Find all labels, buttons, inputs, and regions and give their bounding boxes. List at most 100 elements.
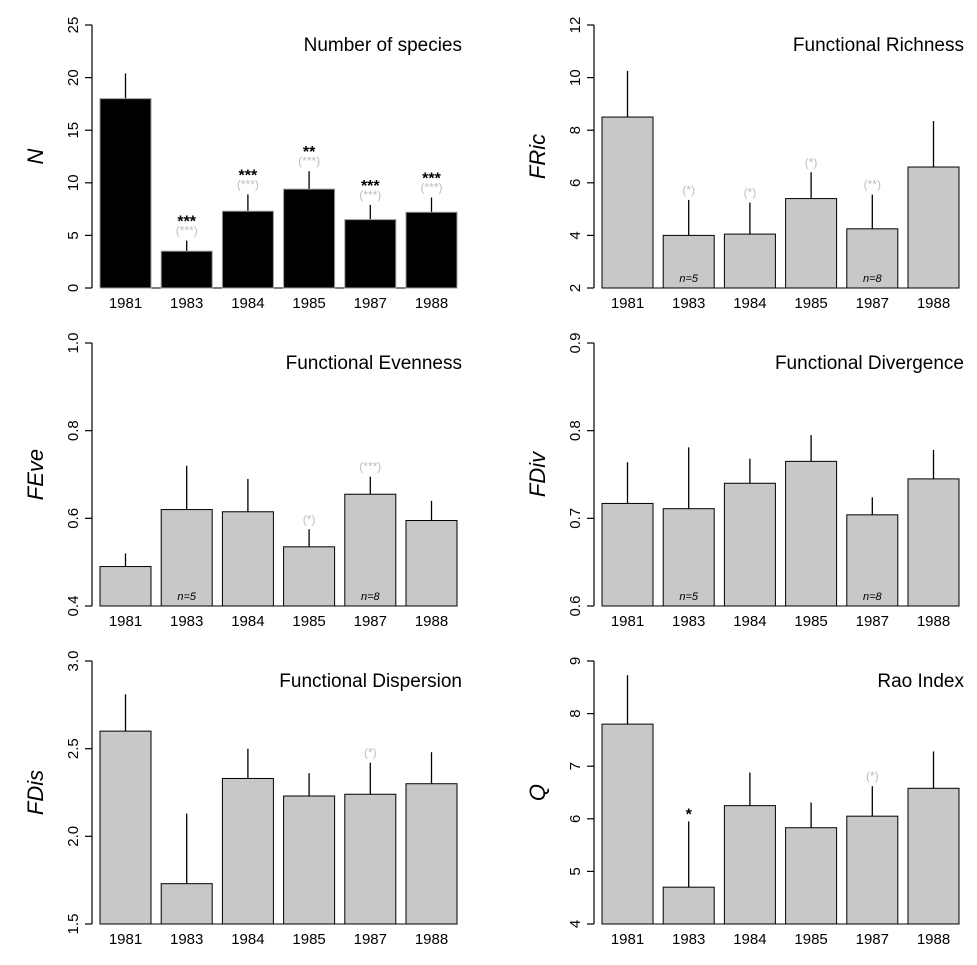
significance-grey: (*): [364, 746, 377, 760]
bar: [283, 546, 336, 607]
y-tick-label: 7: [567, 762, 584, 770]
bar: [785, 198, 838, 289]
y-tick-label: 1.5: [65, 914, 82, 935]
y-tick-label: 20: [65, 69, 82, 86]
x-tick-label: 1985: [794, 931, 827, 948]
y-axis-label: N: [23, 148, 48, 164]
significance-grey: (***): [359, 460, 381, 474]
sample-size-label: n=8: [361, 591, 381, 603]
significance-black: ***: [177, 214, 196, 231]
x-tick-label: 1988: [917, 931, 950, 948]
panel-title: Functional Divergence: [775, 353, 964, 374]
panel-title: Functional Dispersion: [279, 671, 462, 692]
x-tick-label: 1987: [354, 295, 387, 312]
bar: [846, 514, 899, 607]
y-tick-label: 5: [567, 867, 584, 875]
bar: [160, 883, 213, 925]
significance-black: ***: [361, 178, 380, 195]
x-tick-label: 1984: [733, 295, 766, 312]
x-tick-label: 1987: [354, 931, 387, 948]
y-tick-label: 5: [65, 231, 82, 239]
x-tick-label: 1987: [856, 931, 889, 948]
bar: [405, 520, 458, 607]
bar: [785, 460, 838, 607]
x-tick-label: 1985: [292, 295, 325, 312]
y-tick-label: 3.0: [65, 651, 82, 672]
y-tick-label: 2.5: [65, 738, 82, 759]
x-tick-label: 1988: [415, 613, 448, 630]
panel-6: 4 5 6 7 8 9 Q Rao Index 1981 1983 * 1984 1985 1987 (*)…: [525, 657, 965, 948]
bar: [344, 793, 397, 925]
significance-grey: (*): [805, 155, 818, 169]
bar: [160, 509, 213, 607]
panel-3: 0.4 0.6 0.8 1.0 FEve Functional Evenness 1981 1…: [23, 333, 462, 630]
x-tick-label: 1988: [917, 613, 950, 630]
bar: [662, 234, 715, 289]
y-tick-label: 0.7: [567, 508, 584, 529]
bar: [601, 723, 654, 925]
bar: [662, 508, 715, 607]
x-tick-label: 1983: [672, 295, 705, 312]
x-tick-label: 1984: [231, 295, 264, 312]
bar: [405, 783, 458, 925]
y-tick-label: 8: [567, 126, 584, 134]
panel-title: Rao Index: [877, 671, 964, 692]
y-tick-label: 6: [567, 179, 584, 187]
significance-grey: (*): [744, 186, 757, 200]
y-tick-label: 0.8: [567, 420, 584, 441]
panel-5: 1.5 2.0 2.5 3.0 FDis Functional Dispersion 198…: [23, 651, 462, 948]
sample-size-label: n=8: [863, 273, 883, 285]
significance-grey: (**): [864, 178, 881, 192]
significance-grey: (***): [298, 154, 320, 168]
y-tick-label: 0.4: [65, 596, 82, 617]
x-tick-label: 1984: [733, 613, 766, 630]
x-tick-label: 1984: [231, 931, 264, 948]
x-tick-label: 1981: [109, 931, 142, 948]
bar: [907, 478, 960, 607]
significance-black: ***: [422, 171, 441, 188]
y-tick-label: 0.6: [65, 508, 82, 529]
significance-black: *: [686, 806, 693, 823]
bar: [601, 116, 654, 289]
y-tick-label: 10: [567, 69, 584, 86]
y-tick-label: 4: [567, 920, 584, 928]
y-tick-label: 4: [567, 231, 584, 239]
bar: [601, 502, 654, 607]
panel-title: Functional Evenness: [286, 353, 462, 374]
y-tick-label: 6: [567, 815, 584, 823]
significance-grey: (***): [237, 177, 259, 191]
bar: [723, 805, 776, 925]
y-tick-label: 10: [65, 174, 82, 191]
bar: [344, 219, 397, 289]
y-tick-label: 2: [567, 284, 584, 292]
bar: [160, 250, 213, 289]
x-tick-label: 1985: [292, 931, 325, 948]
bar: [99, 566, 152, 607]
x-tick-label: 1985: [292, 613, 325, 630]
y-axis-label: FEve: [23, 449, 48, 500]
significance-black: **: [303, 144, 316, 161]
x-tick-label: 1983: [170, 613, 203, 630]
panel-title: Number of species: [304, 35, 462, 56]
bar: [846, 228, 899, 289]
bar: [907, 166, 960, 289]
x-tick-label: 1981: [611, 613, 644, 630]
significance-grey: (***): [176, 224, 198, 238]
y-tick-label: 15: [65, 122, 82, 139]
x-tick-label: 1984: [733, 931, 766, 948]
y-axis-label: FDis: [23, 770, 48, 815]
sample-size-label: n=8: [863, 591, 883, 603]
y-tick-label: 1.0: [65, 333, 82, 354]
x-tick-label: 1988: [415, 295, 448, 312]
sample-size-label: n=5: [679, 273, 699, 285]
bar: [405, 211, 458, 289]
significance-grey: (*): [682, 183, 695, 197]
y-tick-label: 9: [567, 657, 584, 665]
y-tick-label: 0.8: [65, 420, 82, 441]
x-tick-label: 1981: [109, 613, 142, 630]
sample-size-label: n=5: [177, 591, 197, 603]
bar: [221, 511, 274, 607]
significance-grey: (***): [420, 181, 442, 195]
x-tick-label: 1984: [231, 613, 264, 630]
